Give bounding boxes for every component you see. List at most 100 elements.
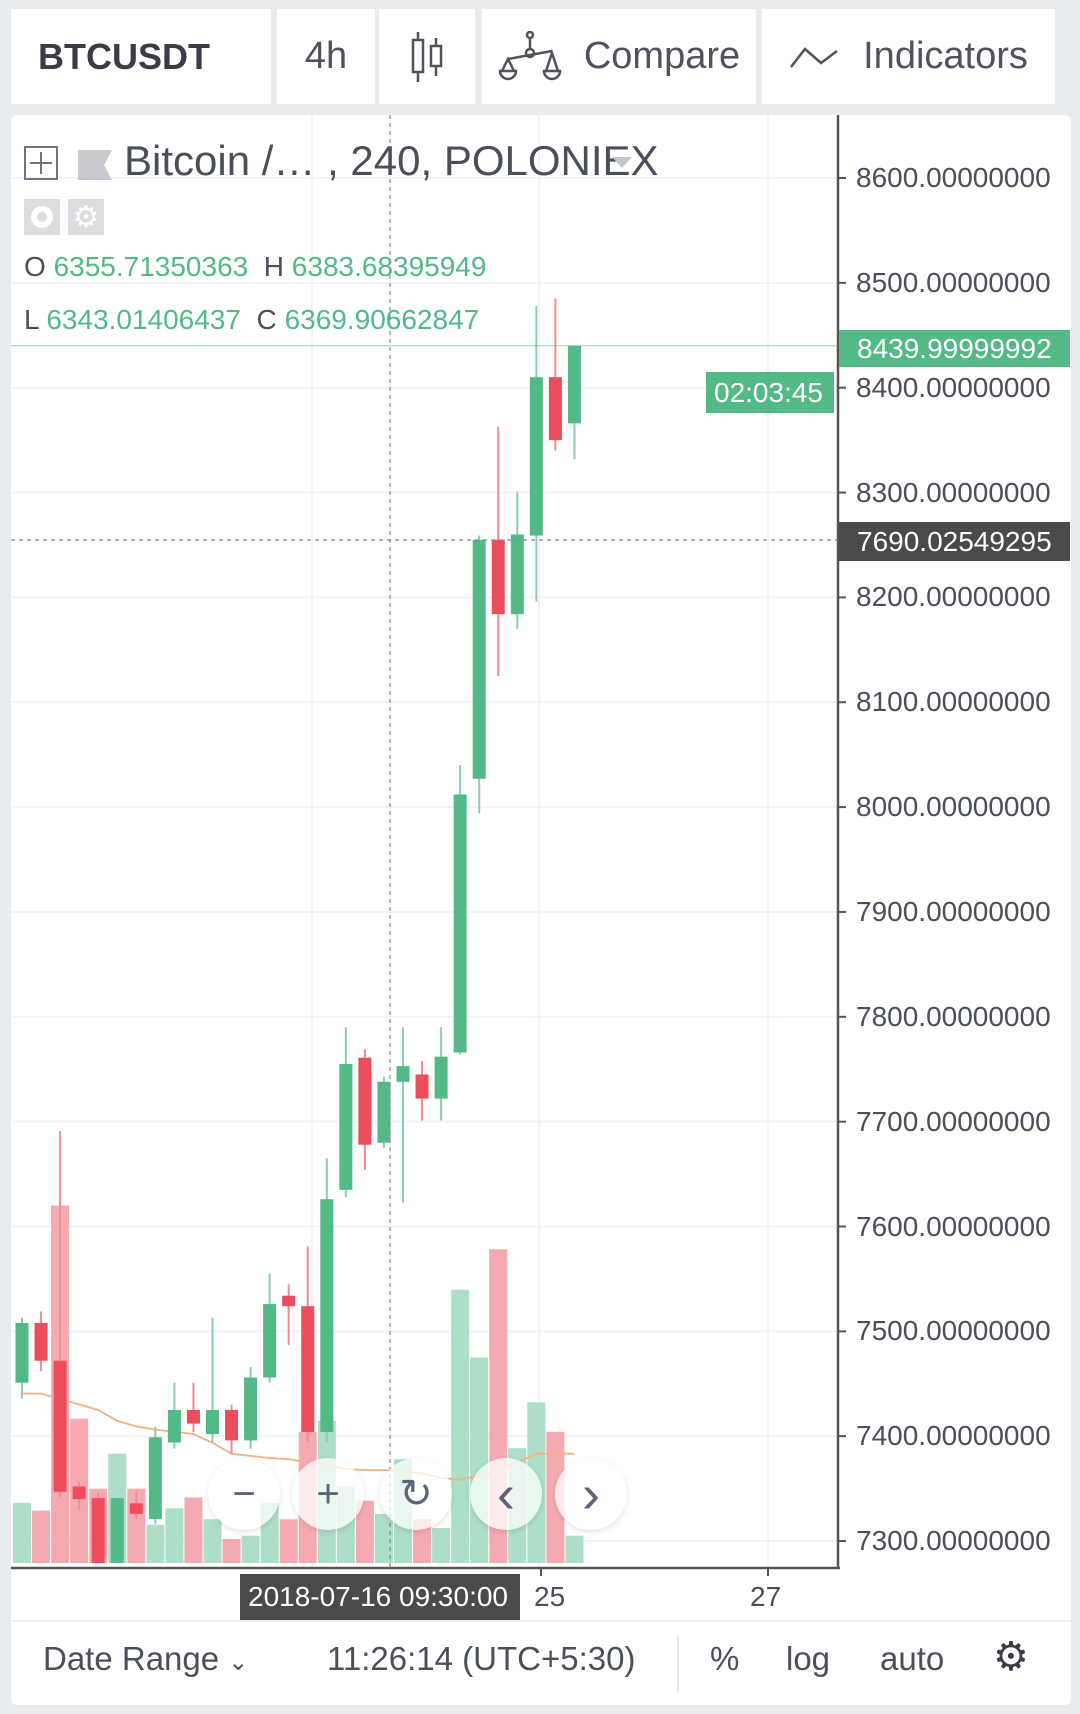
candle-body bbox=[510, 534, 524, 615]
flag-icon[interactable] bbox=[78, 150, 112, 180]
gear-icon: ⚙ bbox=[72, 200, 100, 234]
volume-bar bbox=[203, 1519, 222, 1563]
scroll-left-button[interactable]: ‹ bbox=[470, 1458, 542, 1530]
candle-body bbox=[225, 1409, 239, 1441]
volume-bar bbox=[374, 1513, 393, 1563]
footer-divider bbox=[11, 1620, 1071, 1622]
date-range-button[interactable]: Date Range ⌄ bbox=[43, 1640, 248, 1678]
candle-body bbox=[472, 539, 486, 779]
candlestick-icon bbox=[411, 31, 443, 82]
date-range-label: Date Range bbox=[43, 1640, 220, 1677]
volume-bar bbox=[32, 1510, 51, 1563]
reset-chart-button[interactable]: ↻ bbox=[380, 1458, 452, 1530]
volume-bar bbox=[451, 1289, 470, 1563]
candle-body bbox=[206, 1409, 219, 1435]
chart-settings-button[interactable]: ⚙ bbox=[993, 1634, 1029, 1680]
low-value: 6343.01406437 bbox=[46, 304, 241, 335]
candle-body bbox=[91, 1498, 105, 1564]
footer-separator bbox=[677, 1636, 679, 1692]
ohlc-row-2: L 6343.01406437 C 6369.90662847 bbox=[24, 304, 479, 336]
price-label: 8500.00000000 bbox=[856, 266, 1051, 298]
candle-body bbox=[34, 1322, 48, 1361]
zoom-in-button[interactable]: + bbox=[292, 1458, 364, 1530]
close-label: C bbox=[256, 304, 277, 335]
candle-body bbox=[415, 1074, 429, 1099]
time-label-25: 25 bbox=[534, 1581, 566, 1612]
interval-label: 4h bbox=[304, 35, 348, 77]
volume-bar bbox=[279, 1519, 298, 1563]
volume-bar bbox=[413, 1519, 432, 1563]
price-label: 8000.00000000 bbox=[856, 791, 1051, 823]
close-value: 6369.90662847 bbox=[284, 304, 480, 335]
bar-countdown-tag: 02:03:45 bbox=[706, 372, 834, 413]
percent-toggle[interactable]: % bbox=[710, 1640, 740, 1677]
crosshair-price-tag: 7690.02549295 bbox=[839, 522, 1070, 561]
symbol-label: BTCUSDT bbox=[38, 35, 210, 77]
volume-bar bbox=[565, 1535, 584, 1563]
expand-legend-icon[interactable] bbox=[24, 146, 58, 180]
candle-body bbox=[434, 1056, 448, 1099]
series-settings-button[interactable]: ⚙ bbox=[68, 199, 104, 235]
candle-body bbox=[167, 1409, 181, 1443]
candle-body bbox=[548, 377, 562, 441]
price-label: 8600.00000000 bbox=[856, 162, 1051, 193]
volume-bar bbox=[146, 1524, 165, 1563]
reset-icon: ↻ bbox=[399, 1472, 433, 1516]
high-label: H bbox=[263, 251, 285, 282]
visibility-button[interactable] bbox=[24, 199, 60, 235]
candle-body bbox=[72, 1486, 86, 1500]
price-label: 8400.00000000 bbox=[856, 371, 1051, 403]
series-title[interactable]: Bitcoin /… , 240, POLONIEX bbox=[124, 137, 659, 184]
price-label: 8100.00000000 bbox=[856, 686, 1051, 718]
scroll-right-button[interactable]: › bbox=[555, 1458, 627, 1530]
scales-icon bbox=[498, 30, 562, 80]
indicators-label: Indicators bbox=[863, 35, 1028, 77]
candle-body bbox=[244, 1377, 258, 1441]
eye-icon bbox=[31, 206, 53, 228]
volume-bar bbox=[222, 1538, 241, 1563]
clock-time[interactable]: 11:26:14 (UTC+5:30) bbox=[327, 1640, 636, 1677]
chart-type-button[interactable] bbox=[379, 9, 475, 104]
candle-body bbox=[263, 1304, 277, 1378]
volume-bar bbox=[165, 1508, 184, 1563]
interval-button[interactable]: 4h bbox=[277, 9, 375, 104]
candle-body bbox=[339, 1063, 353, 1190]
plus-icon: + bbox=[316, 1471, 340, 1516]
symbol-button[interactable]: BTCUSDT bbox=[11, 9, 271, 104]
bar-countdown: 02:03:45 bbox=[714, 376, 823, 408]
candle-body bbox=[148, 1437, 162, 1520]
candle-body bbox=[186, 1409, 200, 1424]
candle-body bbox=[129, 1503, 143, 1514]
chevron-right-icon: › bbox=[582, 1464, 600, 1524]
crosshair-time: 2018-07-16 09:30:00 bbox=[248, 1581, 508, 1612]
chevron-left-icon: ‹ bbox=[497, 1464, 515, 1524]
compare-label: Compare bbox=[583, 35, 741, 77]
price-label: 7300.00000000 bbox=[856, 1525, 1051, 1557]
auto-toggle[interactable]: auto bbox=[880, 1640, 945, 1677]
ohlc-row-1: O 6355.71350363 H 6383.68395949 bbox=[24, 251, 486, 283]
candle-body bbox=[320, 1199, 334, 1433]
minus-icon: − bbox=[232, 1471, 256, 1516]
volume-bar bbox=[470, 1357, 489, 1563]
zoom-out-button[interactable]: − bbox=[208, 1458, 280, 1530]
dropdown-arrow-icon[interactable] bbox=[612, 157, 632, 169]
time-label-27: 27 bbox=[750, 1581, 782, 1612]
log-toggle[interactable]: log bbox=[786, 1640, 831, 1677]
candle-body bbox=[529, 377, 543, 536]
low-label: L bbox=[24, 304, 39, 335]
indicators-button[interactable]: Indicators bbox=[762, 9, 1055, 104]
price-label: 7800.00000000 bbox=[856, 1000, 1051, 1032]
compare-button[interactable]: Compare bbox=[482, 9, 756, 104]
volume-bar bbox=[432, 1528, 451, 1563]
candle-body bbox=[110, 1498, 124, 1564]
price-label: 8200.00000000 bbox=[856, 581, 1051, 613]
high-value: 6383.68395949 bbox=[291, 251, 487, 282]
volume-bar bbox=[13, 1502, 31, 1563]
candle-body bbox=[358, 1057, 372, 1145]
price-label: 7600.00000000 bbox=[856, 1210, 1051, 1242]
volume-bar bbox=[355, 1500, 374, 1563]
candle-body bbox=[491, 539, 505, 615]
current-price: 8439.99999992 bbox=[857, 332, 1052, 364]
volume-bar bbox=[241, 1535, 260, 1563]
open-label: O bbox=[24, 251, 46, 282]
